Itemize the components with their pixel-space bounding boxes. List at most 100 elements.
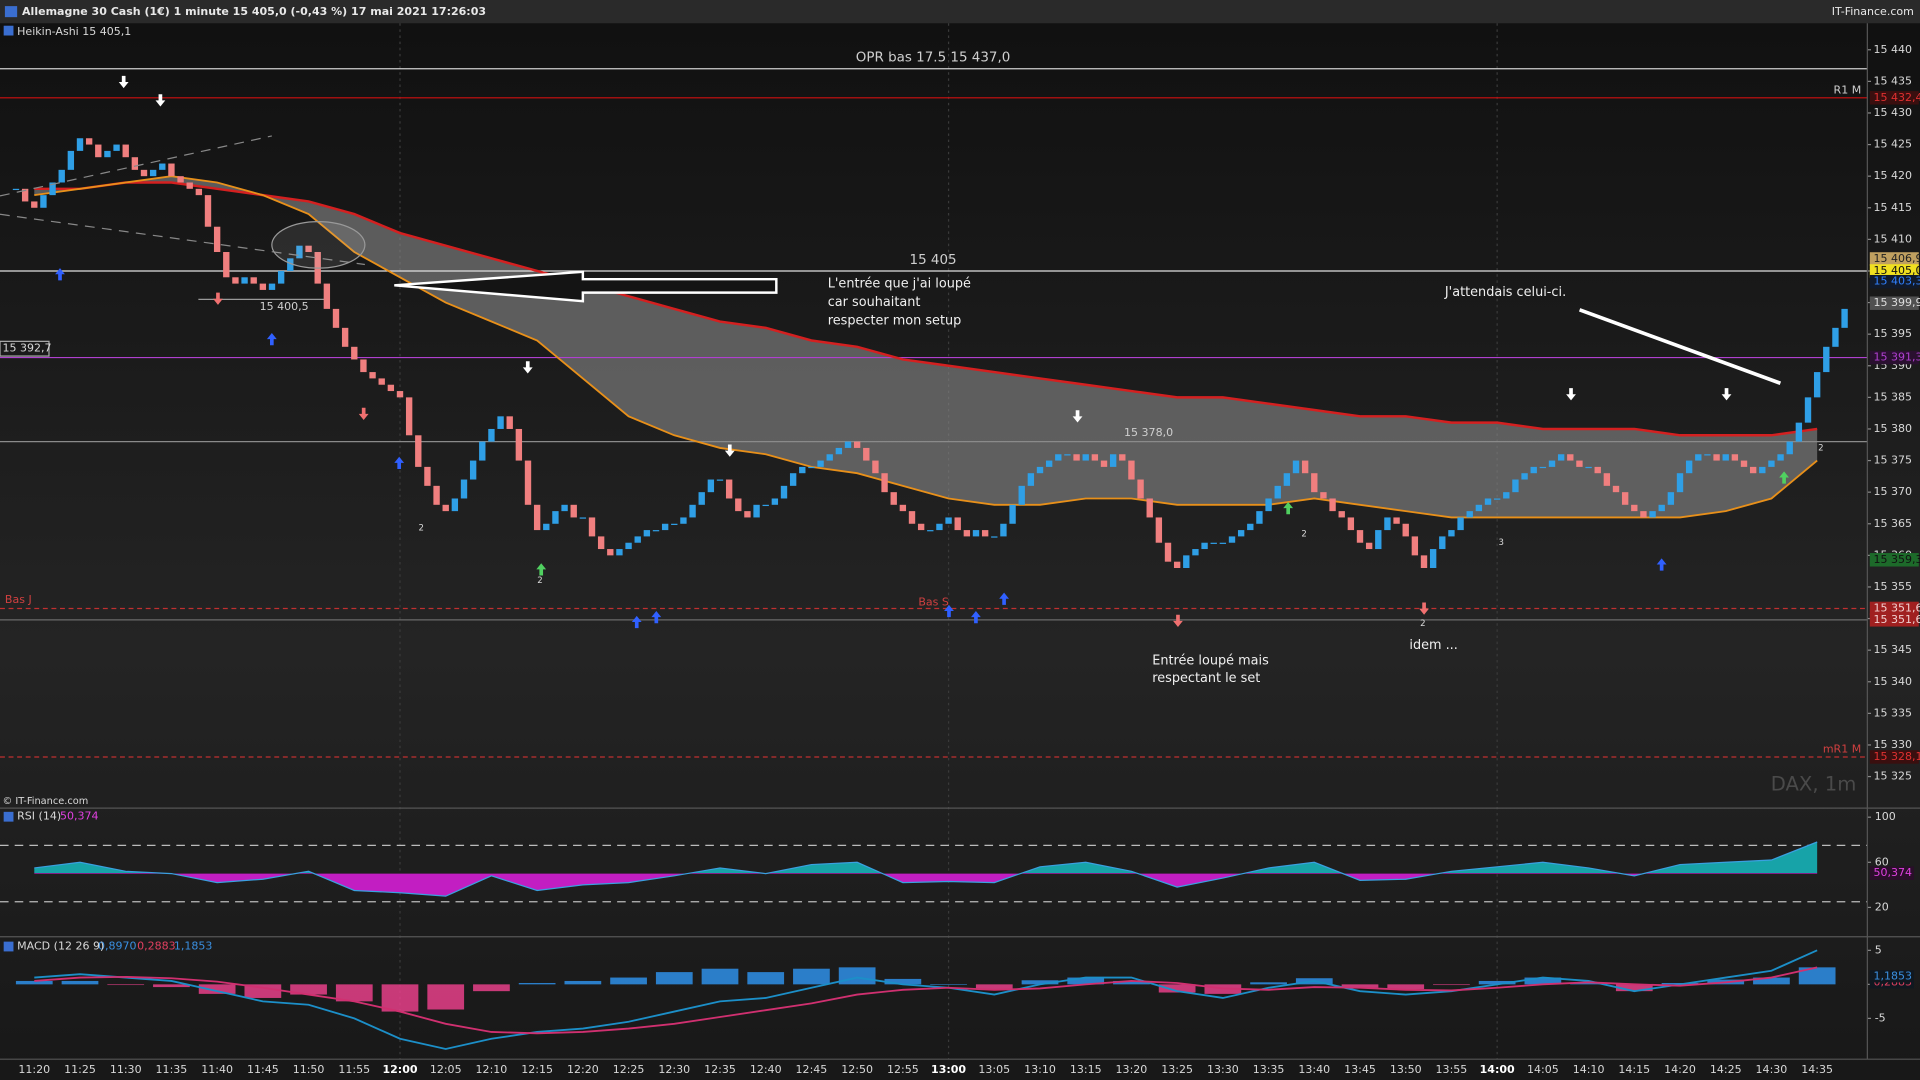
price-tag <box>1869 296 1919 310</box>
level-label: 15 378,0 <box>1124 426 1173 439</box>
y-tick-label: 15 440 <box>1873 43 1912 56</box>
macd-histogram-bar <box>15 980 53 985</box>
candle <box>95 144 102 158</box>
x-tick-label: 14:30 <box>1756 1063 1788 1076</box>
candle <box>853 441 861 448</box>
candle <box>707 479 715 493</box>
macd-histogram-bar <box>1021 980 1059 985</box>
candle <box>1247 523 1254 531</box>
candle <box>908 511 916 524</box>
macd-histogram-bar <box>1798 967 1836 985</box>
candle <box>515 428 523 461</box>
macd-histogram-bar <box>1753 977 1790 985</box>
candle <box>1164 542 1172 562</box>
candle <box>597 536 605 550</box>
candle <box>1740 460 1748 467</box>
candle <box>607 549 614 556</box>
x-tick-label: 13:25 <box>1161 1063 1193 1076</box>
candle <box>1274 485 1281 499</box>
candle <box>1365 542 1373 550</box>
candle <box>442 504 449 512</box>
candle <box>1695 454 1702 461</box>
candle <box>927 530 934 532</box>
macd-histogram-bar <box>1158 984 1196 993</box>
x-tick-label: 13:30 <box>1207 1063 1239 1076</box>
x-tick-label: 13:00 <box>931 1063 966 1076</box>
x-tick-label: 12:30 <box>658 1063 690 1076</box>
signal-arrow <box>536 563 547 576</box>
candle <box>981 530 989 537</box>
x-tick-label: 14:25 <box>1710 1063 1742 1076</box>
candle <box>296 245 303 259</box>
signal-arrow <box>944 604 954 618</box>
candle <box>1155 517 1163 543</box>
price-tag <box>1869 252 1919 266</box>
x-tick-label: 14:35 <box>1801 1063 1833 1076</box>
macd-tag-label: 1,1853 <box>1873 969 1912 982</box>
price-tag <box>1869 750 1919 764</box>
x-tick-label: 14:05 <box>1527 1063 1559 1076</box>
candle <box>168 163 175 177</box>
candle <box>131 157 139 170</box>
candle <box>1045 460 1053 467</box>
candle <box>1237 530 1245 537</box>
plot-layer: 11:20 11:25 11:30 11:35 11:40 11:45 11:50 11:55… <box>0 23 1920 1076</box>
candle <box>1311 473 1318 493</box>
y-tick-label: 15 330 <box>1873 738 1912 751</box>
x-tick-label: 13:15 <box>1070 1063 1102 1076</box>
cloud-fill <box>34 176 1818 518</box>
y-tick-label: 15 340 <box>1873 675 1912 688</box>
x-tick-label: 14:00 <box>1480 1063 1515 1076</box>
signal-count: 3 <box>1498 538 1503 548</box>
price-tag-label: 15 351,6 <box>1873 601 1920 614</box>
level-label: OPR bas 17.5 15 437,0 <box>856 51 1011 66</box>
rsi-readout: 50,374 <box>60 810 99 823</box>
candle <box>616 549 623 556</box>
candle <box>1000 523 1007 537</box>
pointer-arrow <box>394 270 778 303</box>
candle <box>1640 511 1647 518</box>
candle <box>1036 466 1044 474</box>
signal-count: 2 <box>537 576 542 586</box>
candle <box>1631 504 1638 512</box>
rsi-tag <box>1869 866 1914 880</box>
macd-histogram-bar <box>975 984 1013 990</box>
candle <box>1375 530 1382 550</box>
drawings <box>0 135 1782 385</box>
annotation: respectant le set <box>1152 671 1260 686</box>
level-label: R1 M <box>1834 83 1862 96</box>
candle <box>1082 454 1089 461</box>
candle <box>1393 517 1400 524</box>
header-title: Allemagne 30 Cash (1€) 1 minute 15 405,0… <box>22 5 486 18</box>
candle <box>113 144 120 151</box>
x-tick-label: 11:45 <box>247 1063 279 1076</box>
candle <box>1411 536 1419 556</box>
macd-histogram-bar <box>1067 977 1105 985</box>
candle <box>1823 346 1830 373</box>
candle <box>21 188 29 202</box>
macd-histogram-bar <box>1387 984 1425 990</box>
candle <box>890 492 897 505</box>
x-tick-label: 13:05 <box>978 1063 1010 1076</box>
x-tick-label: 13:50 <box>1390 1063 1422 1076</box>
candle <box>1658 504 1665 512</box>
candle <box>387 384 395 392</box>
x-tick-label: 12:50 <box>841 1063 873 1076</box>
rsi-line <box>34 841 1818 897</box>
annotation: Entrée loupé mais <box>1152 654 1269 669</box>
macd-histogram-bar <box>518 982 556 985</box>
candle <box>524 460 532 505</box>
header-bar <box>0 0 1920 24</box>
candle <box>1128 460 1135 480</box>
signal-arrow <box>1721 388 1732 401</box>
y-tick-label: 15 365 <box>1873 517 1912 530</box>
signal-arrow <box>118 75 129 89</box>
annotation: L'entrée que j'ai loupé <box>828 277 971 292</box>
candle <box>1813 372 1821 398</box>
x-tick-label: 13:35 <box>1253 1063 1285 1076</box>
candle <box>351 346 358 360</box>
candle <box>1475 504 1483 512</box>
pointer-line <box>1578 308 1782 385</box>
y-tick-label: 15 370 <box>1873 485 1912 498</box>
